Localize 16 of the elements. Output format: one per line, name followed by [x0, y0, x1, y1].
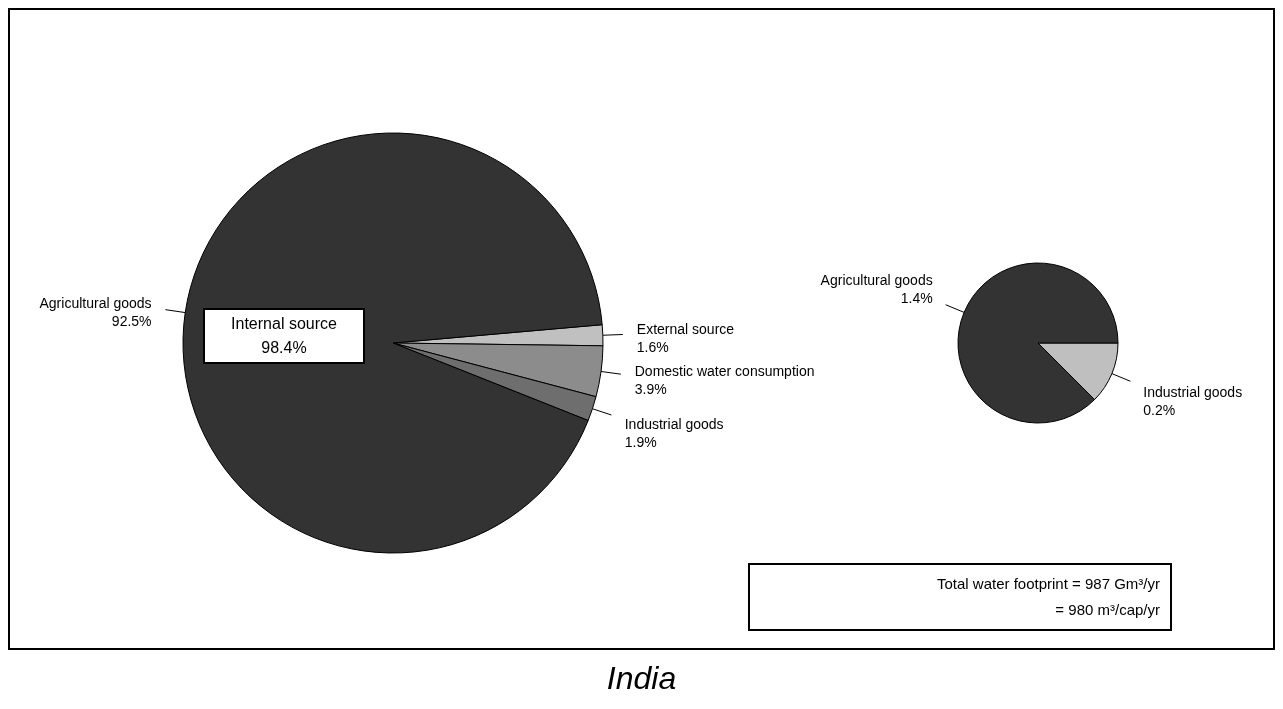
- slice-label: Agricultural goods: [39, 294, 152, 311]
- slice-label: Industrial goods: [624, 416, 724, 433]
- data-label: 92.5%: [111, 312, 152, 329]
- text: = 980 m³/cap/yr: [1054, 600, 1160, 620]
- data-label: 0.2%: [1143, 401, 1176, 418]
- slice-label: External source: [636, 320, 735, 337]
- slice-label: Domestic water consumption: [634, 363, 815, 380]
- data-label: 3.9%: [634, 381, 667, 398]
- slice-label: Agricultural goods: [820, 272, 933, 289]
- text: Total water footprint = 987 Gm³/yr: [936, 574, 1160, 594]
- data-label: 1.9%: [624, 434, 657, 451]
- text: Internal source 98.4%: [203, 308, 365, 364]
- data-label: 1.4%: [900, 290, 933, 307]
- text: India: [605, 660, 678, 697]
- slice-label: Industrial goods: [1143, 383, 1243, 400]
- data-label: 1.6%: [636, 338, 669, 355]
